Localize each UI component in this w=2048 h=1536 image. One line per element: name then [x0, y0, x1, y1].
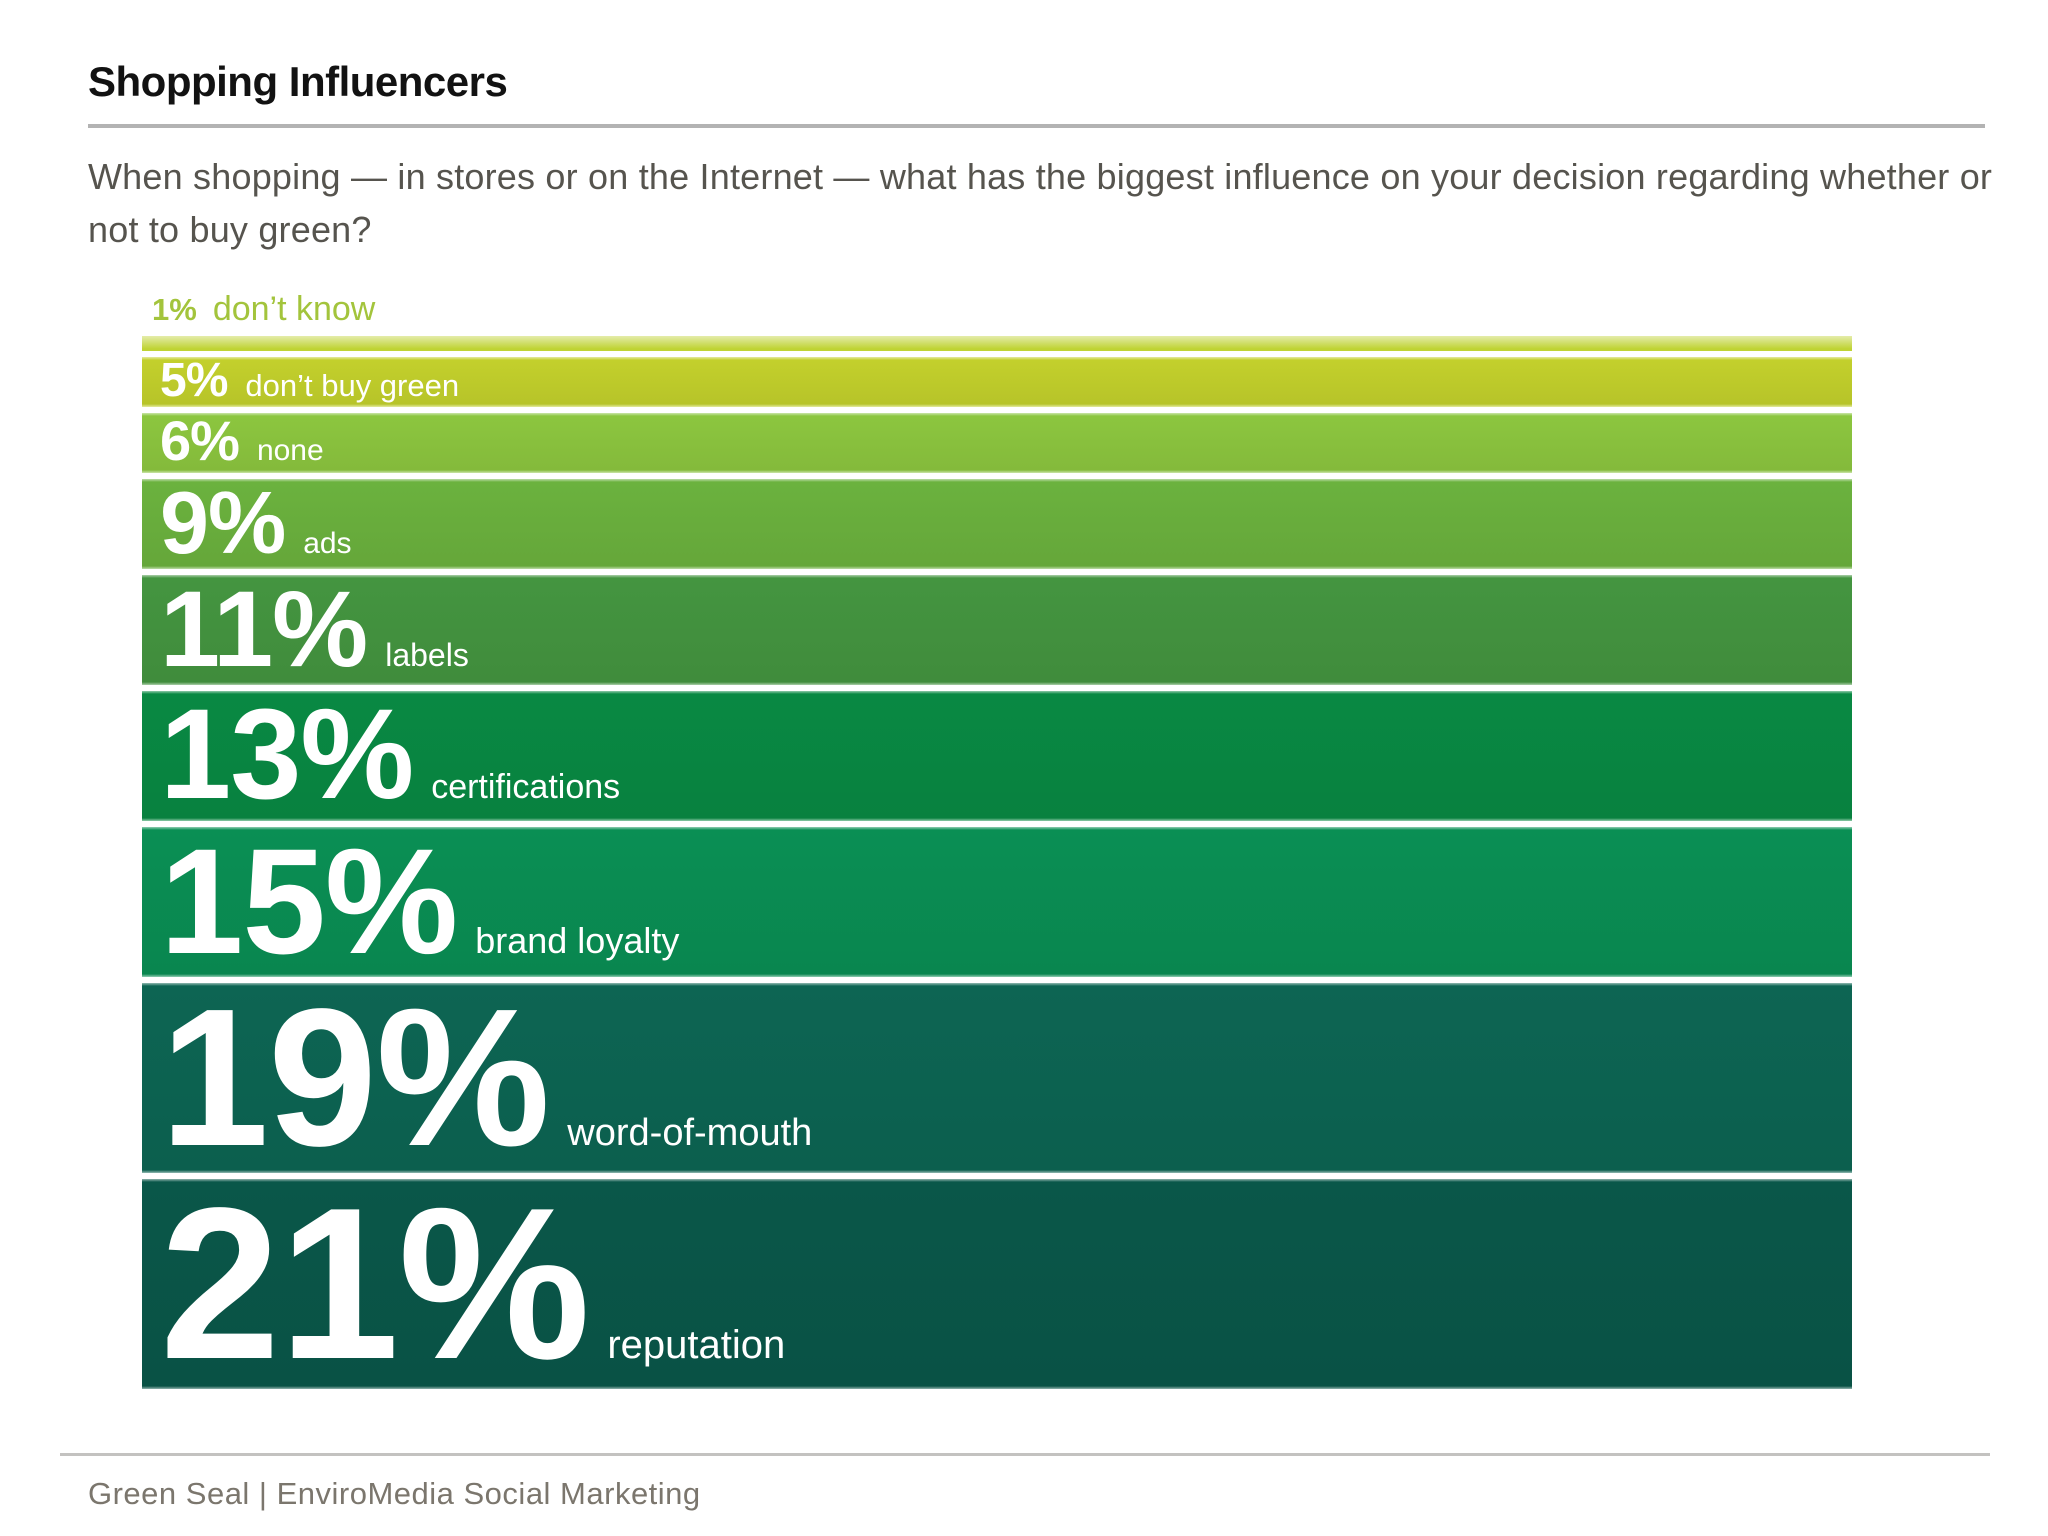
footer-divider — [60, 1453, 1990, 1456]
bar-percent: 5% — [160, 354, 228, 407]
bar-percent: 15% — [160, 816, 458, 985]
bar-percent: 6% — [160, 409, 240, 472]
page-title: Shopping Influencers — [88, 58, 508, 105]
bar-category-label: reputation — [607, 1322, 786, 1367]
bar-percent: 19% — [160, 967, 550, 1187]
bar-chart: 1% don’t know 5% don’t buy green 6% none… — [142, 290, 1852, 1395]
bar-ads: 9% ads — [142, 472, 1852, 572]
bar-dont-know — [142, 336, 1852, 351]
bar-category-label: labels — [385, 637, 469, 673]
bar-category-label: certifications — [431, 768, 621, 806]
title-divider — [88, 124, 1985, 128]
bar-category-label: word-of-mouth — [567, 1111, 813, 1154]
bar-percent: 21% — [160, 1161, 590, 1404]
bar-category-label: ads — [303, 526, 352, 560]
bar-dont-buy-green: 5% don’t buy green — [142, 357, 1852, 407]
bar-percent: 13% — [160, 683, 414, 826]
bar-category-label: brand loyalty — [475, 919, 680, 961]
bar-certifications: 13% certifications — [142, 691, 1852, 821]
survey-question: When shopping — in stores or on the Inte… — [88, 156, 1993, 250]
bar-category-label: don’t know — [212, 290, 376, 328]
bar-category-label: don’t buy green — [245, 368, 460, 403]
bar-category-label: none — [256, 434, 324, 467]
bar-word-of-mouth: 19% word-of-mouth — [142, 967, 1852, 1187]
bar-percent: 1% — [152, 292, 197, 327]
bar-labels: 11% labels — [142, 575, 1852, 685]
header: Shopping Influencers When shopping — in … — [88, 58, 1992, 256]
bar-percent: 9% — [160, 472, 286, 572]
bar-none: 6% none — [142, 409, 1852, 473]
bar-label-dont-know: 1% don’t know — [142, 290, 1852, 328]
footer-credit: Green Seal | EnviroMedia Social Marketin… — [88, 1476, 701, 1511]
bar-percent: 11% — [160, 568, 368, 689]
bar-brand-loyalty: 15% brand loyalty — [142, 816, 1852, 985]
bar-reputation: 21% reputation — [142, 1161, 1852, 1404]
